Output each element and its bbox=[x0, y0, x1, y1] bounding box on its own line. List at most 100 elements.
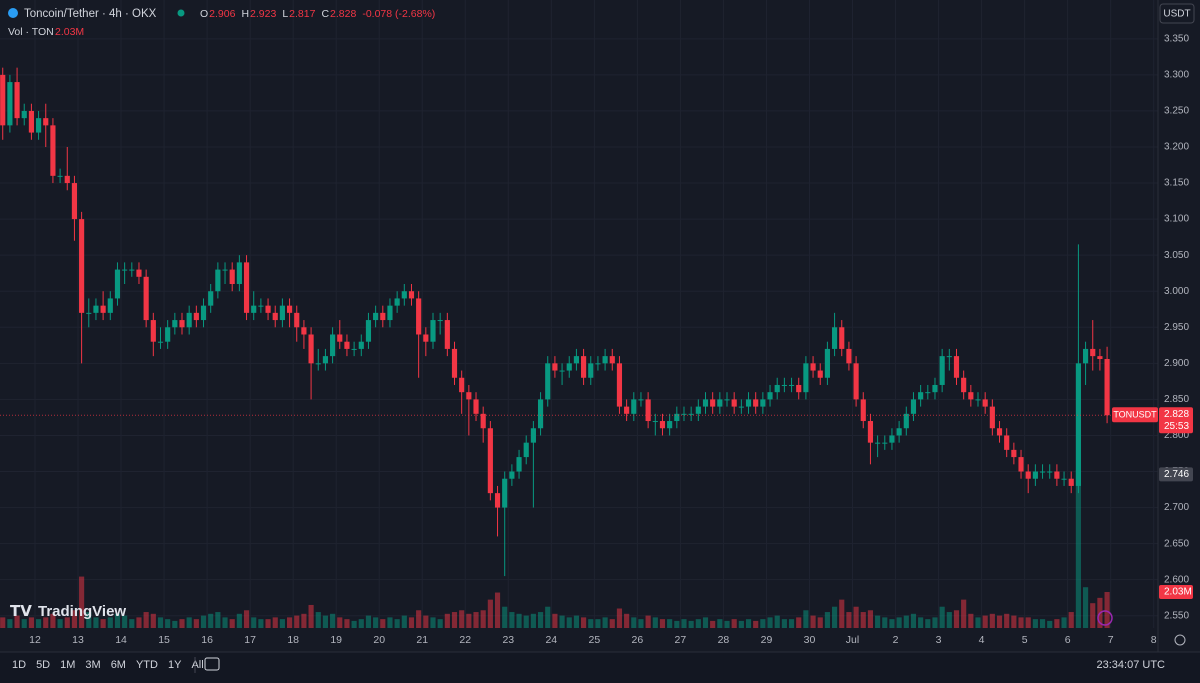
volume-bar bbox=[602, 617, 608, 628]
volume-bar bbox=[1039, 619, 1046, 628]
candle-body bbox=[695, 406, 701, 414]
candle-body bbox=[344, 341, 350, 349]
candle-body bbox=[466, 392, 472, 400]
volume-bar bbox=[724, 620, 730, 628]
volume-bar bbox=[710, 620, 716, 628]
x-tick-label: 22 bbox=[459, 634, 471, 646]
candle-body bbox=[1011, 449, 1017, 458]
candle-body bbox=[774, 384, 780, 393]
candle-body bbox=[179, 320, 185, 328]
candle-body bbox=[1004, 435, 1010, 450]
volume-bar bbox=[150, 613, 156, 628]
candle-body bbox=[35, 118, 42, 133]
candle-body bbox=[100, 305, 106, 313]
x-tick-label: 12 bbox=[29, 634, 41, 646]
candle-body bbox=[165, 327, 171, 342]
candle-body bbox=[1090, 348, 1096, 357]
symbol-title: Toncoin/Tether · 4h · OKX bbox=[24, 8, 157, 20]
volume-bar bbox=[193, 619, 199, 628]
volume-bar bbox=[444, 613, 450, 628]
coin-icon bbox=[8, 8, 18, 18]
market-status bbox=[177, 9, 185, 17]
candle-body bbox=[545, 363, 551, 400]
x-tick-label: 14 bbox=[115, 634, 127, 646]
candle-body bbox=[294, 312, 300, 328]
volume-bar bbox=[624, 613, 630, 628]
volume-bar bbox=[200, 615, 207, 628]
candle-body bbox=[667, 421, 673, 429]
date-range-icon[interactable] bbox=[204, 657, 220, 671]
alert-icon[interactable] bbox=[1097, 610, 1113, 626]
candle-body bbox=[731, 399, 737, 407]
y-tick-label: 3.350 bbox=[1164, 33, 1189, 44]
volume-bar bbox=[946, 612, 952, 628]
volume-bar bbox=[466, 613, 472, 628]
volume-bar bbox=[910, 613, 917, 628]
candle-body bbox=[93, 305, 99, 313]
candle-body bbox=[552, 363, 558, 371]
candle-body bbox=[373, 312, 379, 321]
volume-bar bbox=[659, 619, 666, 628]
x-tick-label: 13 bbox=[72, 634, 84, 646]
volume-bar bbox=[631, 617, 637, 628]
candle-body bbox=[839, 327, 845, 349]
volume-bar bbox=[451, 612, 458, 628]
range-button[interactable]: 1Y bbox=[168, 659, 182, 671]
volume-bar bbox=[186, 617, 192, 628]
y-tick-label: 3.050 bbox=[1164, 250, 1189, 261]
x-tick-label: 20 bbox=[373, 634, 385, 646]
candle-body bbox=[308, 334, 314, 364]
volume-bar bbox=[581, 617, 587, 628]
symbol-tag-label: TONUSDT bbox=[1113, 410, 1157, 420]
volume-bar bbox=[853, 606, 859, 628]
volume-bar bbox=[1082, 587, 1089, 628]
volume-bar bbox=[358, 619, 364, 628]
candle-body bbox=[796, 384, 802, 393]
volume-bar bbox=[1032, 619, 1038, 628]
x-tick-label: 15 bbox=[158, 634, 170, 646]
volume-bar bbox=[588, 619, 594, 628]
volume-bar bbox=[373, 617, 379, 628]
volume-bar bbox=[638, 619, 644, 628]
y-tick-label: 2.900 bbox=[1164, 358, 1189, 369]
candle-body bbox=[1068, 478, 1074, 486]
range-button[interactable]: 1D bbox=[12, 659, 26, 671]
settings-icon[interactable] bbox=[1174, 634, 1186, 646]
candle-body bbox=[681, 413, 687, 415]
volume-bar bbox=[208, 613, 214, 628]
volume-bar bbox=[157, 617, 164, 628]
volume-bar bbox=[286, 617, 293, 628]
currency-button[interactable] bbox=[1159, 3, 1195, 24]
candle-body bbox=[652, 421, 658, 423]
candle-body bbox=[358, 341, 364, 349]
volume-bar bbox=[215, 612, 221, 628]
volume-bar bbox=[322, 615, 329, 628]
candle-body bbox=[889, 435, 895, 443]
range-button[interactable]: 3M bbox=[85, 659, 100, 671]
candle-body bbox=[918, 392, 924, 400]
brand-mark: 𝗧𝗩 bbox=[10, 603, 32, 620]
currency-label[interactable]: USDT bbox=[1163, 9, 1190, 20]
volume-bar bbox=[265, 619, 271, 628]
range-button[interactable]: 1M bbox=[60, 659, 75, 671]
candle-body bbox=[896, 428, 902, 436]
candle-body bbox=[494, 493, 501, 508]
candle-body bbox=[867, 421, 874, 443]
volume-bar bbox=[803, 610, 809, 628]
candle-body bbox=[279, 305, 285, 321]
candle-body bbox=[1047, 471, 1053, 473]
candle-body bbox=[502, 478, 508, 508]
volume-bar bbox=[251, 617, 257, 628]
volume-bar bbox=[430, 617, 436, 628]
candle-body bbox=[222, 269, 228, 271]
volume-bar bbox=[1075, 470, 1081, 628]
candle-body bbox=[824, 348, 830, 378]
range-button[interactable]: 6M bbox=[111, 659, 126, 671]
range-button[interactable]: 5D bbox=[36, 659, 50, 671]
volume-bar bbox=[236, 613, 242, 628]
range-button[interactable]: YTD bbox=[136, 659, 158, 671]
volume-bar bbox=[788, 619, 795, 628]
volume-bar bbox=[401, 615, 407, 628]
range-button[interactable]: All bbox=[191, 659, 203, 671]
